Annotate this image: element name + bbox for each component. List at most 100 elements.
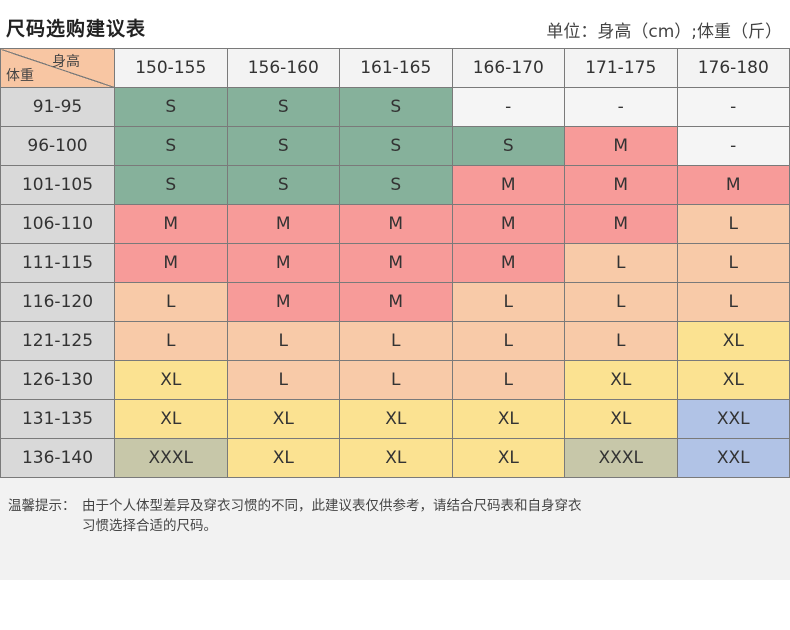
column-header: 150-155 xyxy=(114,48,228,88)
column-header: 156-160 xyxy=(226,48,340,88)
row-header-weight: 111-115 xyxy=(0,243,115,283)
size-cell: XXL xyxy=(676,438,790,478)
size-cell: M xyxy=(339,282,453,322)
table-corner-cell: 身高 体重 xyxy=(0,48,115,88)
size-cell: S xyxy=(339,165,453,205)
size-cell: XL xyxy=(226,438,340,478)
size-cell: L xyxy=(339,360,453,400)
table-row: 121-125 L L L L L XL xyxy=(0,321,790,361)
size-cell: L xyxy=(676,204,790,244)
size-cell: M xyxy=(226,204,340,244)
row-header-weight: 91-95 xyxy=(0,87,115,127)
size-cell: S xyxy=(226,165,340,205)
row-header-weight: 116-120 xyxy=(0,282,115,322)
size-cell: XL xyxy=(564,399,678,439)
row-header-weight: 136-140 xyxy=(0,438,115,478)
size-cell: S xyxy=(114,87,228,127)
row-header-weight: 121-125 xyxy=(0,321,115,361)
tip-note: 温馨提示： 由于个人体型差异及穿衣习惯的不同，此建议表仅供参考，请结合尺码表和自身… xyxy=(8,496,702,536)
size-cell: XL xyxy=(564,360,678,400)
table-row: 111-115 M M M M L L xyxy=(0,243,790,283)
size-cell: S xyxy=(451,126,565,166)
size-cell: XL xyxy=(676,360,790,400)
column-header: 171-175 xyxy=(564,48,678,88)
tip-line-2: 习惯选择合适的尺码。 xyxy=(82,518,217,534)
corner-height-label: 身高 xyxy=(52,54,80,70)
size-cell: L xyxy=(114,321,228,361)
corner-weight-label: 体重 xyxy=(6,68,34,84)
size-cell: M xyxy=(226,282,340,322)
table-row: 106-110 M M M M M L xyxy=(0,204,790,244)
size-cell: M xyxy=(114,243,228,283)
size-cell: M xyxy=(114,204,228,244)
size-cell: XXXL xyxy=(114,438,228,478)
size-cell: L xyxy=(564,321,678,361)
tip-body: 由于个人体型差异及穿衣习惯的不同，此建议表仅供参考，请结合尺码表和自身穿衣 习惯选… xyxy=(82,496,702,536)
size-cell: XL xyxy=(339,399,453,439)
size-cell: XL xyxy=(676,321,790,361)
size-cell: L xyxy=(676,243,790,283)
table-row: 91-95 S S S - - - xyxy=(0,87,790,127)
size-cell: L xyxy=(114,282,228,322)
row-header-weight: 106-110 xyxy=(0,204,115,244)
size-cell: M xyxy=(564,126,678,166)
column-header: 161-165 xyxy=(339,48,453,88)
size-cell: S xyxy=(226,126,340,166)
size-cell: L xyxy=(226,360,340,400)
size-cell: M xyxy=(451,204,565,244)
size-cell: - xyxy=(564,87,678,127)
size-cell: M xyxy=(564,204,678,244)
table-row: 136-140 XXXL XL XL XL XXXL XXL xyxy=(0,438,790,478)
table-row: 126-130 XL L L L XL XL xyxy=(0,360,790,400)
size-cell: L xyxy=(339,321,453,361)
row-header-weight: 96-100 xyxy=(0,126,115,166)
size-cell: XL xyxy=(114,360,228,400)
table-header-row: 身高 体重 150-155 156-160 161-165 166-170 17… xyxy=(0,48,790,88)
size-cell: S xyxy=(226,87,340,127)
size-cell: XL xyxy=(226,399,340,439)
size-cell: M xyxy=(564,165,678,205)
size-cell: L xyxy=(226,321,340,361)
size-cell: XL xyxy=(451,438,565,478)
size-cell: M xyxy=(676,165,790,205)
size-cell: L xyxy=(451,321,565,361)
size-cell: - xyxy=(676,87,790,127)
table-row: 131-135 XL XL XL XL XL XXL xyxy=(0,399,790,439)
column-header: 166-170 xyxy=(451,48,565,88)
size-cell: L xyxy=(451,360,565,400)
size-cell: S xyxy=(114,165,228,205)
size-cell: - xyxy=(676,126,790,166)
tip-label: 温馨提示： xyxy=(8,498,76,514)
size-cell: M xyxy=(339,204,453,244)
size-cell: XXXL xyxy=(564,438,678,478)
size-cell: XL xyxy=(339,438,453,478)
size-cell: XXL xyxy=(676,399,790,439)
size-cell: S xyxy=(339,87,453,127)
size-cell: L xyxy=(451,282,565,322)
size-cell: M xyxy=(339,243,453,283)
table-row: 96-100 S S S S M - xyxy=(0,126,790,166)
row-header-weight: 126-130 xyxy=(0,360,115,400)
row-header-weight: 131-135 xyxy=(0,399,115,439)
unit-label: 单位：身高（cm）;体重（斤） xyxy=(546,22,782,42)
table-row: 101-105 S S S M M M xyxy=(0,165,790,205)
size-cell: M xyxy=(451,243,565,283)
size-cell: L xyxy=(676,282,790,322)
size-cell: L xyxy=(564,243,678,283)
size-recommendation-table: 身高 体重 150-155 156-160 161-165 166-170 17… xyxy=(0,48,790,478)
row-header-weight: 101-105 xyxy=(0,165,115,205)
size-cell: L xyxy=(564,282,678,322)
table-row: 116-120 L M M L L L xyxy=(0,282,790,322)
size-cell: M xyxy=(226,243,340,283)
size-cell: M xyxy=(451,165,565,205)
size-cell: - xyxy=(451,87,565,127)
column-header: 176-180 xyxy=(676,48,790,88)
size-cell: S xyxy=(339,126,453,166)
size-cell: S xyxy=(114,126,228,166)
header: 尺码选购建议表 单位：身高（cm）;体重（斤） xyxy=(0,0,790,48)
tip-line-1: 由于个人体型差异及穿衣习惯的不同，此建议表仅供参考，请结合尺码表和自身穿衣 xyxy=(82,498,582,514)
size-cell: XL xyxy=(114,399,228,439)
size-cell: XL xyxy=(451,399,565,439)
page-title: 尺码选购建议表 xyxy=(6,18,147,40)
